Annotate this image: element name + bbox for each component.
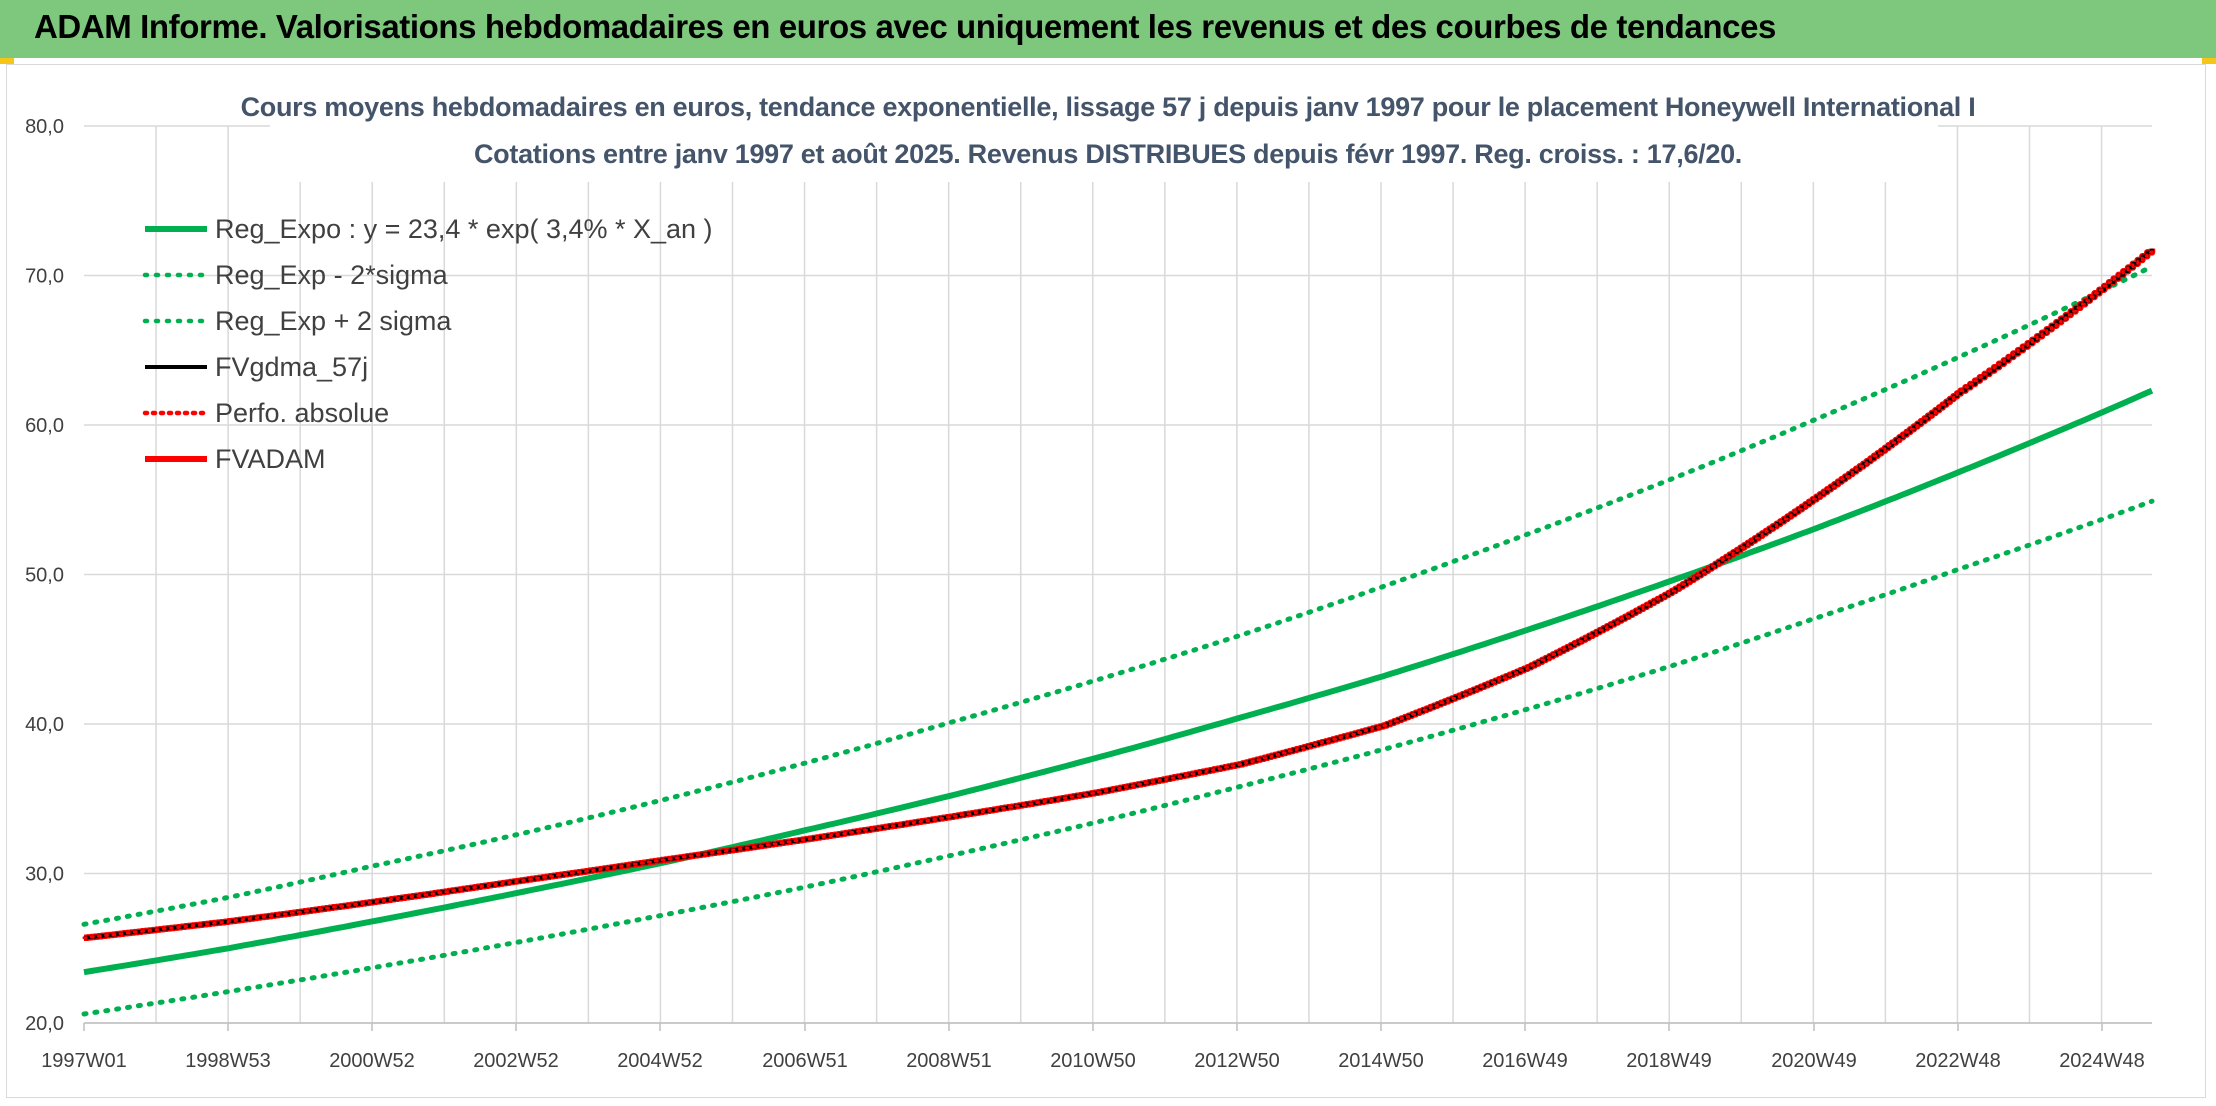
chart-title: Cours moyens hebdomadaires en euros, ten…: [240, 92, 1976, 122]
chart-subtitle: Cotations entre janv 1997 et août 2025. …: [473, 139, 1742, 169]
legend-item: FVgdma_57j: [142, 352, 742, 398]
x-tick-label: 2008W51: [906, 1050, 992, 1072]
legend-item: FVADAM: [142, 444, 742, 490]
legend-label: FVgdma_57j: [215, 352, 369, 382]
y-tick-label: 70,0: [25, 266, 64, 288]
report-title: ADAM Informe. Valorisations hebdomadaire…: [34, 8, 1776, 45]
chart-frame: [6, 64, 2206, 1098]
legend-label: Reg_Exp + 2 sigma: [215, 306, 452, 336]
legend-label: Reg_Expo : y = 23,4 * exp( 3,4% * X_an ): [215, 214, 713, 244]
legend-swatch: [145, 365, 207, 369]
legend-item: Reg_Exp - 2*sigma: [142, 260, 742, 306]
y-tick-label: 30,0: [25, 864, 64, 886]
x-tick-label: 2022W48: [1915, 1050, 2001, 1072]
y-tick-label: 40,0: [25, 714, 64, 736]
x-tick-label: 2010W50: [1050, 1050, 1136, 1072]
x-tick-label: 2018W49: [1626, 1050, 1712, 1072]
legend-label: FVADAM: [215, 444, 326, 474]
x-tick-label: 2000W52: [329, 1050, 415, 1072]
lower-band-line: [81, 498, 2155, 1017]
y-tick-label: 80,0: [25, 116, 64, 138]
x-tick-label: 2012W50: [1194, 1050, 1280, 1072]
report-banner: ADAM Informe. Valorisations hebdomadaire…: [0, 0, 2216, 61]
x-tick-label: 2004W52: [617, 1050, 703, 1072]
x-tick-label: 1998W53: [185, 1050, 271, 1072]
regression-line: [83, 387, 2154, 976]
x-tick-label: 2014W50: [1338, 1050, 1424, 1072]
legend-swatch: [142, 272, 210, 278]
perfo-absolue-line: [82, 247, 2154, 940]
x-tick-label: 1997W01: [41, 1050, 127, 1072]
legend-item: Reg_Expo : y = 23,4 * exp( 3,4% * X_an ): [142, 214, 742, 260]
x-tick-label: 2006W51: [762, 1050, 848, 1072]
upper-band-line: [81, 264, 2155, 927]
legend-label: Reg_Exp - 2*sigma: [215, 260, 448, 290]
legend-item: Perfo. absolue: [142, 398, 742, 444]
y-tick-label: 60,0: [25, 415, 64, 437]
legend-item: Reg_Exp + 2 sigma: [142, 306, 742, 352]
corner-mark-right: [2202, 58, 2216, 64]
x-tick-label: 2024W48: [2059, 1050, 2145, 1072]
legend-swatch: [145, 226, 207, 232]
legend-swatch: [142, 318, 210, 324]
y-tick-label: 20,0: [25, 1013, 64, 1035]
chart-legend: Reg_Expo : y = 23,4 * exp( 3,4% * X_an )…: [142, 214, 742, 490]
x-tick-label: 2020W49: [1771, 1050, 1857, 1072]
corner-mark-left: [0, 58, 14, 64]
title-background: [270, 86, 1938, 182]
x-tick-label: 2002W52: [473, 1050, 559, 1072]
x-tick-label: 2016W49: [1482, 1050, 1568, 1072]
y-tick-label: 50,0: [25, 565, 64, 587]
legend-label: Perfo. absolue: [215, 398, 390, 428]
legend-swatch: [145, 456, 207, 462]
legend-swatch: [142, 410, 210, 416]
